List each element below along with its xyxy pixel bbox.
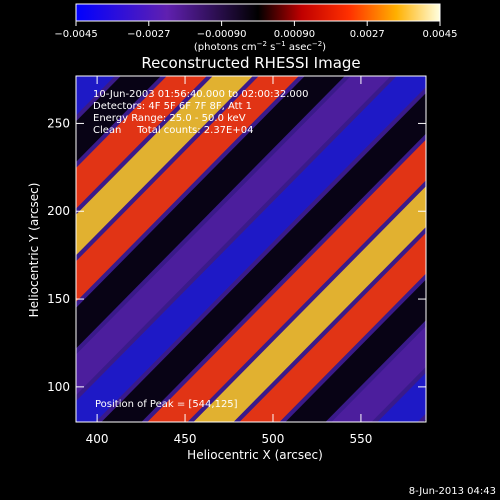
annotation-peak: Position of Peak = [544,125] — [95, 399, 238, 410]
chart-title: Reconstructed RHESSI Image — [141, 54, 360, 72]
colorbar-tick-label: 0.00090 — [274, 29, 315, 40]
x-axis-label: Heliocentric X (arcsec) — [187, 448, 323, 462]
fringe-band — [0, 16, 82, 462]
plot-frame — [75, 75, 427, 423]
fringe-band — [377, 372, 426, 422]
fringe-band — [76, 76, 253, 256]
annotation-clean: Clean Total counts: 2.37E+04 — [93, 125, 253, 136]
fringe-band — [423, 419, 426, 422]
fringe-band — [285, 279, 426, 422]
y-axis-label: Heliocentric Y (arcsec) — [27, 183, 41, 318]
colorbar-tick-label: −0.00090 — [197, 29, 247, 40]
fringe-band — [147, 139, 426, 422]
y-tick-label: 200 — [47, 204, 70, 218]
y-tick-label: 150 — [47, 292, 70, 306]
fringe-band — [76, 76, 207, 209]
colorbar-unit: (photons cm−2 s−1 asec−2) — [194, 40, 326, 53]
annotation-block: 10-Jun-2003 01:56:40.000 to 02:00:32.000… — [93, 89, 309, 136]
colorbar-gradient — [75, 3, 441, 22]
fringe-band — [76, 76, 299, 302]
fringe-band — [331, 326, 426, 422]
x-tick-label: 400 — [86, 432, 109, 446]
fringe-band — [76, 76, 426, 422]
x-tick-label: 550 — [349, 432, 372, 446]
footer-date: 8-Jun-2013 04:43 — [409, 486, 496, 497]
fringe-band — [76, 76, 161, 162]
colorbar-tick-label: −0.0045 — [54, 29, 97, 40]
fringe-band — [76, 76, 115, 116]
annotation-detectors: Detectors: 4F 5F 6F 7F 8F, Att 1 — [93, 101, 252, 112]
x-tick-label: 500 — [262, 432, 285, 446]
annotation-energy: Energy Range: 25.0 - 50.0 keV — [93, 113, 246, 124]
colorbar: −0.0045 −0.0027 −0.00090 0.00090 0.0027 0.004… — [54, 3, 458, 53]
colorbar-tick-label: 0.0027 — [350, 29, 385, 40]
colorbar-ticks: −0.0045 −0.0027 −0.00090 0.00090 0.0027 0.004… — [54, 21, 458, 40]
x-tick-label: 450 — [174, 432, 197, 446]
axis-ticks: 400 450 500 550 100 150 200 250 — [47, 76, 426, 446]
fringe-band — [101, 93, 426, 422]
fringe-band — [76, 76, 391, 396]
annotation-time: 10-Jun-2003 01:56:40.000 to 02:00:32.000 — [93, 89, 309, 100]
y-tick-label: 250 — [47, 116, 70, 130]
colorbar-tick-label: −0.0027 — [127, 29, 170, 40]
fringe-band — [430, 16, 500, 462]
fringe-band — [476, 16, 500, 462]
heatmap-image — [0, 16, 500, 462]
y-tick-label: 100 — [47, 380, 70, 394]
fringe-band — [239, 232, 426, 422]
colorbar-tick-label: 0.0045 — [423, 29, 458, 40]
fringe-band — [76, 76, 345, 349]
fringe-band — [193, 186, 426, 422]
